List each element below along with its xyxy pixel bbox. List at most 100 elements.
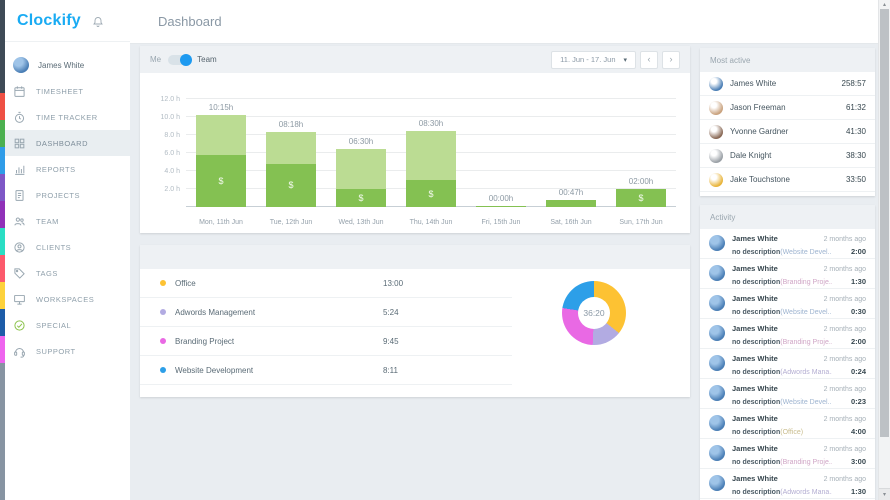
donut-hole: 36:20 — [578, 297, 610, 329]
donut-chart: 36:20 — [562, 281, 626, 345]
activity-project: (Branding Proje... — [780, 459, 832, 466]
day-bar[interactable]: 08:18h $ — [266, 120, 316, 207]
x-axis-tick: Fri, 15th Jun — [481, 219, 521, 226]
non-billable-segment — [406, 130, 456, 180]
day-bar[interactable]: 00:00h — [476, 194, 526, 207]
sidebar-user[interactable]: James White — [0, 52, 130, 78]
next-week-button[interactable]: › — [662, 50, 680, 69]
me-label[interactable]: Me — [150, 55, 162, 64]
workspaces-icon — [13, 293, 26, 306]
scrollbar-thumb[interactable] — [880, 9, 889, 437]
project-row[interactable]: Office 13:00 — [140, 269, 512, 298]
most-active-row[interactable]: Jake Touchstone 33:50 — [700, 168, 875, 192]
most-active-row[interactable]: Dale Knight 38:30 — [700, 144, 875, 168]
sidebar-item-support[interactable]: SUPPORT — [0, 338, 130, 364]
bar-group: 00:47h — [536, 90, 606, 207]
activity-description: no description — [732, 489, 781, 496]
project-row[interactable]: Adwords Management 5:24 — [140, 298, 512, 327]
activity-row[interactable]: James White 2 months ago no description(… — [700, 349, 875, 379]
activity-user-name: James White — [732, 384, 778, 393]
sidebar-nav: TIMESHEET TIME TRACKER DASHBOARD REPORTS… — [0, 78, 130, 364]
y-axis-tick: 10.0 h — [160, 114, 180, 121]
activity-project: (Website Devel... — [780, 399, 832, 406]
project-name: Website Development — [175, 365, 254, 375]
day-bar[interactable]: 00:47h — [546, 188, 596, 207]
y-axis-tick: 8.0 h — [164, 132, 180, 139]
day-bar[interactable]: 10:15h $ — [196, 103, 246, 207]
special-icon — [13, 319, 26, 332]
sidebar-item-tags[interactable]: TAGS — [0, 260, 130, 286]
activity-row[interactable]: James White 2 months ago no description(… — [700, 289, 875, 319]
logo-row: Clockify — [0, 0, 130, 42]
clockify-logo[interactable]: Clockify — [17, 11, 81, 29]
project-row[interactable]: Branding Project 9:45 — [140, 327, 512, 356]
sidebar-color-stripe — [0, 0, 5, 500]
caret-down-icon: ▾ — [623, 56, 627, 64]
most-active-row[interactable]: Yvonne Gardner 41:30 — [700, 120, 875, 144]
sidebar-item-label: PROJECTS — [36, 190, 81, 200]
activity-row[interactable]: James White 2 months ago no description(… — [700, 439, 875, 469]
dashboard-icon — [13, 137, 26, 150]
bell-icon[interactable] — [92, 15, 104, 27]
billable-dollar-mark: $ — [218, 175, 224, 186]
day-bar[interactable]: 02:00h $ — [616, 177, 666, 207]
activity-user-name: James White — [732, 264, 778, 273]
sidebar-item-special[interactable]: SPECIAL — [0, 312, 130, 338]
activity-time-ago: 2 months ago — [823, 326, 866, 333]
sidebar-item-reports[interactable]: REPORTS — [0, 156, 130, 182]
activity-row[interactable]: James White 2 months ago no description(… — [700, 409, 875, 439]
activity-row[interactable]: James White 2 months ago no description(… — [700, 229, 875, 259]
activity-time-ago: 2 months ago — [823, 296, 866, 303]
activity-row[interactable]: James White 2 months ago no description(… — [700, 469, 875, 499]
member-avatar — [709, 124, 723, 139]
activity-time-ago: 2 months ago — [823, 386, 866, 393]
x-axis-tick: Sun, 17th Jun — [619, 219, 663, 226]
bar-total-label: 00:47h — [558, 187, 584, 197]
sidebar-item-team[interactable]: TEAM — [0, 208, 130, 234]
team-label[interactable]: Team — [197, 55, 217, 64]
scroll-down-arrow[interactable]: ▾ — [879, 488, 890, 500]
gridline — [186, 116, 676, 117]
scroll-up-arrow[interactable]: ▴ — [882, 2, 886, 8]
prev-week-button[interactable]: ‹ — [640, 50, 658, 69]
activity-project: (Branding Proje... — [780, 339, 832, 346]
stripe-band — [0, 174, 5, 201]
project-row[interactable]: Website Development 8:11 — [140, 356, 512, 385]
team-activity-chart-card: Me Team 11. Jun - 17. Jun ▾ ‹ › 12.0 h 10… — [140, 46, 690, 233]
sidebar-item-clients[interactable]: CLIENTS — [0, 234, 130, 260]
sidebar-item-label: DASHBOARD — [36, 138, 89, 148]
billable-dollar-mark: $ — [358, 193, 364, 203]
activity-list: James White 2 months ago no description (… — [700, 229, 875, 499]
me-team-switch[interactable] — [168, 53, 193, 66]
day-bar[interactable]: 08:30h $ — [406, 119, 456, 207]
sidebar-item-label: TIME TRACKER — [36, 112, 98, 122]
member-avatar — [709, 148, 723, 163]
sidebar-item-workspaces[interactable]: WORKSPACES — [0, 286, 130, 312]
activity-avatar — [709, 265, 725, 281]
activity-row[interactable]: James White 2 months ago no description(… — [700, 259, 875, 289]
activity-row[interactable]: James White 2 months ago no description(… — [700, 379, 875, 409]
sidebar-item-dashboard[interactable]: DASHBOARD — [0, 130, 130, 156]
activity-duration: 3:00 — [850, 457, 866, 466]
page-scrollbar[interactable]: ▴ ▾ — [878, 0, 890, 500]
activity-duration: 0:23 — [850, 397, 866, 406]
activity-row[interactable]: James White 2 months ago no description(… — [700, 319, 875, 349]
bar-group: 08:18h $ — [256, 90, 326, 207]
stripe-band — [0, 0, 5, 93]
activity-avatar — [709, 355, 725, 371]
project-duration: 5:24 — [383, 307, 399, 317]
reports-icon — [13, 163, 26, 176]
sidebar-item-timesheet[interactable]: TIMESHEET — [0, 78, 130, 104]
most-active-row[interactable]: Jason Freeman 61:32 — [700, 96, 875, 120]
bar-group: 08:30h $ — [396, 90, 466, 207]
date-range-select[interactable]: 11. Jun - 17. Jun ▾ — [551, 50, 636, 69]
bar-total-label: 00:00h — [488, 193, 514, 203]
day-bar[interactable]: 06:30h $ — [336, 137, 386, 207]
sidebar-item-projects[interactable]: PROJECTS — [0, 182, 130, 208]
x-axis-tick: Thu, 14th Jun — [409, 219, 453, 226]
activity-description: no description — [732, 279, 781, 286]
most-active-row[interactable]: James White 258:57 — [700, 72, 875, 96]
member-name: Dale Knight — [730, 151, 772, 160]
project-color-dot — [160, 338, 166, 344]
sidebar-item-time-tracker[interactable]: TIME TRACKER — [0, 104, 130, 130]
